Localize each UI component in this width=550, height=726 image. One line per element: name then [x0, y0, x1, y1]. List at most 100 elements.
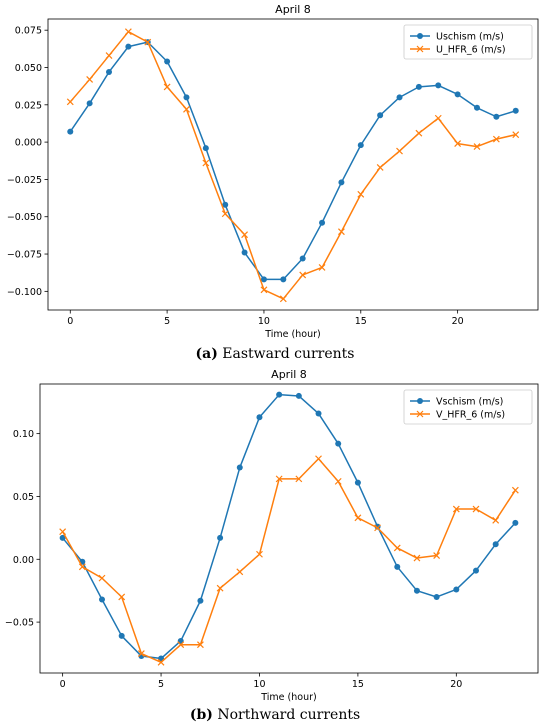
data-point	[334, 477, 342, 485]
y-tick-label: −0.05	[5, 618, 34, 629]
data-point	[202, 159, 210, 167]
data-point	[472, 567, 479, 574]
data-point	[99, 596, 106, 603]
y-tick-label: −0.100	[7, 287, 42, 298]
data-point	[216, 584, 224, 592]
chart-title: April 8	[275, 3, 311, 16]
data-point	[222, 201, 229, 208]
data-point	[435, 82, 442, 89]
caption-a-label: (a)	[195, 346, 218, 362]
data-point	[241, 249, 248, 256]
data-point	[357, 190, 365, 198]
x-tick-label: 20	[452, 316, 464, 327]
legend-marker	[416, 410, 424, 418]
data-point	[394, 563, 401, 570]
data-point	[413, 587, 420, 594]
series-2	[66, 28, 520, 303]
data-point	[512, 107, 519, 114]
legend-label: Uschism (m/s)	[436, 32, 504, 43]
data-point	[98, 574, 106, 582]
data-point	[473, 104, 480, 111]
data-point	[511, 486, 519, 494]
series-line	[62, 393, 516, 660]
data-point	[275, 475, 283, 483]
x-tick-label: 15	[355, 316, 367, 327]
data-point	[453, 586, 460, 593]
northward-currents-chart: April 8 0 5 10 15 20 −0.05 0.00 0.05 0.10 Time (ho…	[5, 368, 539, 703]
data-point	[452, 505, 460, 513]
data-point	[396, 147, 403, 155]
data-point	[236, 568, 244, 576]
data-point	[492, 135, 500, 143]
legend: Uschism (m/s) U_HFR_6 (m/s)	[403, 24, 533, 60]
data-point	[197, 597, 204, 604]
data-point	[279, 295, 287, 303]
data-point	[137, 650, 145, 657]
data-point	[86, 76, 94, 83]
data-point	[66, 98, 74, 106]
data-point	[164, 58, 171, 65]
caption-b-label: (b)	[189, 707, 213, 723]
data-point	[202, 145, 209, 152]
data-point	[354, 514, 362, 522]
data-point	[337, 228, 345, 236]
legend-marker	[417, 33, 423, 39]
legend-box	[403, 389, 533, 425]
data-point	[434, 114, 442, 122]
data-point	[280, 276, 287, 283]
data-point	[454, 140, 462, 148]
series-line	[69, 30, 516, 300]
x-tick-label: 10	[253, 679, 265, 690]
x-tick-label: 5	[158, 679, 164, 690]
x-axis-label: Time (hour)	[260, 692, 316, 703]
data-point	[299, 271, 307, 279]
data-point	[319, 219, 326, 226]
legend-box	[403, 24, 533, 60]
data-point	[374, 523, 381, 530]
series-2	[59, 455, 519, 666]
data-point	[377, 112, 384, 119]
data-point	[236, 464, 243, 471]
series-line	[61, 458, 516, 664]
data-point	[78, 563, 86, 571]
data-point	[59, 534, 66, 541]
y-tick-label: 0.00	[13, 555, 34, 566]
data-point	[493, 113, 500, 120]
data-point	[393, 544, 401, 552]
caption-eastward: (a) Eastward currents	[0, 346, 550, 362]
data-point	[144, 38, 152, 46]
data-point	[177, 641, 185, 649]
data-point	[217, 534, 224, 541]
legend-marker	[417, 398, 423, 404]
plot-frame	[39, 383, 539, 674]
data-point	[415, 83, 422, 90]
data-point	[512, 131, 520, 139]
data-point	[376, 164, 384, 171]
x-tick-label: 15	[352, 679, 364, 690]
x-tick-label: 0	[60, 679, 66, 690]
data-point	[492, 541, 499, 548]
x-axis-label: Time (hour)	[264, 329, 320, 340]
data-point	[318, 264, 326, 271]
data-point	[276, 391, 283, 398]
y-tick-label: −0.075	[7, 250, 42, 261]
data-point	[315, 455, 322, 463]
chart-panel-eastward: April 8 0 5 10 15 20 −0.100 −0.075 −0.050 −0.025 0…	[7, 3, 539, 340]
data-point	[492, 516, 500, 524]
data-point	[157, 658, 165, 666]
data-point	[260, 286, 268, 294]
legend: Vschism (m/s) V_HFR_6 (m/s)	[403, 389, 533, 425]
data-point	[256, 550, 263, 558]
data-point	[433, 552, 441, 559]
data-point	[454, 91, 461, 98]
legend-label: Vschism (m/s)	[436, 397, 503, 408]
data-point	[374, 524, 382, 532]
data-point	[299, 255, 306, 262]
data-point	[473, 143, 481, 151]
data-point	[472, 505, 480, 513]
y-tick-label: 0.050	[15, 63, 42, 74]
y-tick-label: −0.025	[7, 175, 42, 186]
data-point	[512, 519, 519, 526]
data-point	[125, 43, 132, 50]
data-point	[67, 128, 74, 135]
